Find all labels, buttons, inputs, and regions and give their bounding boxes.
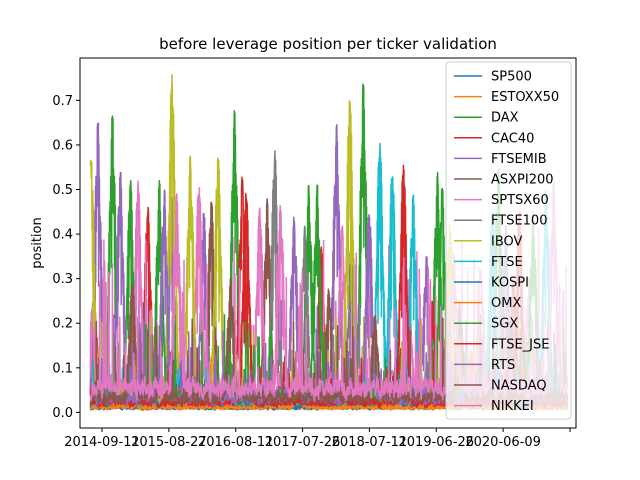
legend-label: FTSEMIB	[491, 152, 547, 167]
legend-label: NIKKEI	[491, 399, 534, 414]
y-tick-label: 0.1	[52, 361, 73, 376]
y-tick-label: 0.2	[52, 317, 73, 332]
legend-label: KOSPI	[491, 276, 529, 291]
x-tick-label: 2018-07-11	[332, 435, 408, 450]
y-tick-label: 0.6	[52, 138, 73, 153]
y-tick-label: 0.5	[52, 183, 73, 198]
legend-label: IBOV	[491, 234, 523, 249]
legend-label: OMX	[491, 296, 521, 311]
legend-label: SPTSX60	[491, 193, 549, 208]
legend-label: DAX	[491, 111, 519, 126]
legend-label: FTSE_JSE	[491, 337, 549, 352]
y-tick-label: 0.0	[52, 406, 73, 421]
legend-label: CAC40	[491, 131, 534, 146]
chart-title: before leverage position per ticker vali…	[159, 35, 497, 53]
legend-label: RTS	[491, 358, 515, 373]
y-tick-label: 0.4	[52, 228, 73, 243]
legend-label: SGX	[491, 317, 518, 332]
y-tick-label: 0.7	[52, 94, 73, 109]
x-axis: 2014-09-112015-08-272016-08-112017-07-26…	[64, 428, 571, 450]
legend-label: NASDAQ	[491, 379, 547, 394]
legend-label: FTSE	[491, 255, 523, 270]
legend-label: ASXPI200	[491, 173, 554, 188]
legend: SP500 ESTOXX50 DAX CAC40 FTSEMIB ASXPI200 SPTS…	[445, 61, 572, 420]
legend-label: FTSE100	[491, 214, 547, 229]
y-tick-label: 0.3	[52, 272, 73, 287]
x-tick-label: 2015-08-27	[131, 435, 207, 450]
x-tick-label: 2016-08-11	[198, 435, 274, 450]
plot-frame	[79, 57, 577, 429]
x-tick-label: 2020-06-09	[465, 435, 541, 450]
x-tick-label: 2017-07-26	[265, 435, 341, 450]
legend-label: SP500	[491, 70, 532, 85]
legend-box	[445, 61, 572, 420]
y-axis: 0.0 0.1 0.2 0.3 0.4 0.5 0.6 0.7	[52, 94, 80, 421]
x-tick-label: 2019-06-26	[399, 435, 475, 450]
legend-label: ESTOXX50	[491, 90, 559, 105]
x-tick-label: 2014-09-11	[64, 435, 140, 450]
y-axis-label: position	[30, 217, 45, 269]
